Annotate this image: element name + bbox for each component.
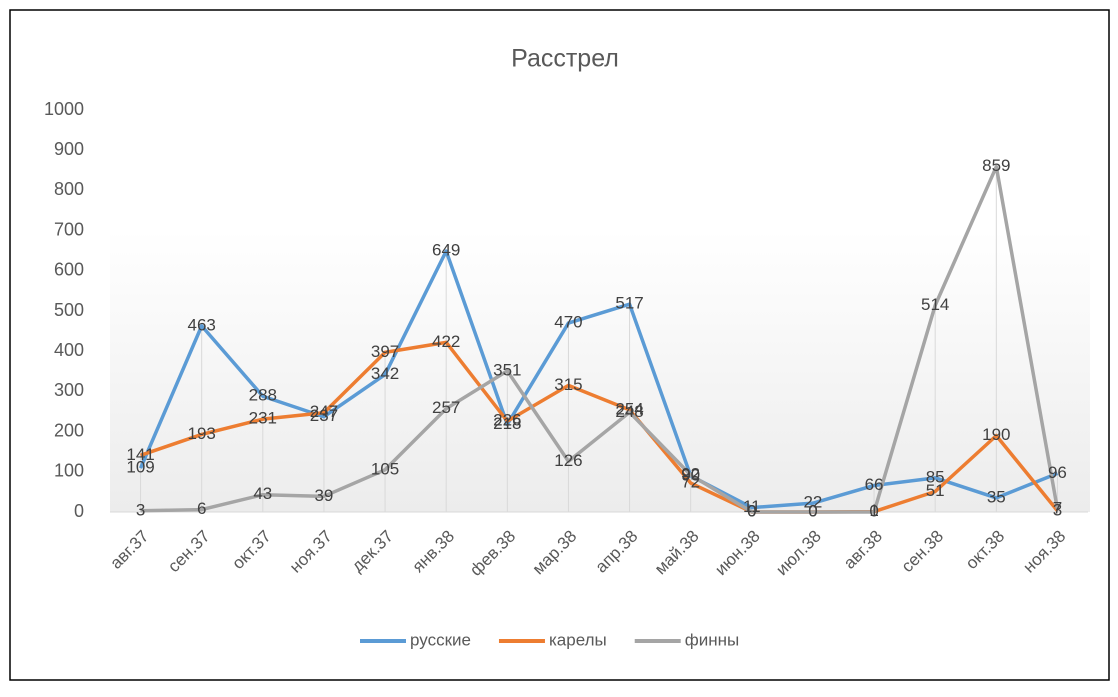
y-tick-label: 600 <box>54 260 84 280</box>
y-tick-label: 200 <box>54 420 84 440</box>
data-label: 237 <box>310 406 338 425</box>
y-tick-label: 0 <box>74 501 84 521</box>
data-label: 649 <box>432 241 460 260</box>
data-label: 288 <box>249 386 277 405</box>
data-label: 193 <box>188 424 216 443</box>
data-label: 463 <box>188 315 216 334</box>
series-line <box>139 340 1059 514</box>
data-label: 109 <box>126 458 154 477</box>
data-label: 231 <box>249 409 277 428</box>
legend-label: русские <box>410 630 471 649</box>
data-label: 342 <box>371 364 399 383</box>
legend-label: карелы <box>549 630 607 649</box>
y-tick-label: 400 <box>54 340 84 360</box>
data-label: 190 <box>982 425 1010 444</box>
data-label: 72 <box>681 473 700 492</box>
data-label: 517 <box>615 294 643 313</box>
data-label: 90 <box>681 465 700 484</box>
chart-title: Расстрел <box>511 45 619 73</box>
data-label: 422 <box>432 332 460 351</box>
data-label: 39 <box>314 486 333 505</box>
data-label: 3 <box>136 500 145 519</box>
data-label: 85 <box>926 467 945 486</box>
data-label: 257 <box>432 398 460 417</box>
y-tick-label: 900 <box>54 139 84 159</box>
legend-label: финны <box>685 630 739 649</box>
data-label: 0 <box>747 501 756 520</box>
data-label: 218 <box>493 414 521 433</box>
data-label: 51 <box>926 481 945 500</box>
data-label: 226 <box>493 411 521 430</box>
data-label: 3 <box>1053 500 1062 519</box>
series-line <box>140 164 1060 514</box>
data-label: 248 <box>615 402 643 421</box>
data-label: 315 <box>554 375 582 394</box>
data-label: 66 <box>865 475 884 494</box>
y-tick-label: 500 <box>54 300 84 320</box>
data-label: 859 <box>982 156 1010 175</box>
data-label: 92 <box>681 465 700 484</box>
y-tick-label: 1000 <box>44 99 84 119</box>
data-label: 470 <box>554 313 582 332</box>
data-label: 351 <box>493 360 521 379</box>
data-label: 0 <box>808 501 817 520</box>
data-label: 126 <box>554 451 582 470</box>
y-tick-label: 700 <box>54 219 84 239</box>
y-tick-label: 100 <box>54 461 84 481</box>
data-label: 11 <box>743 497 761 516</box>
data-label: 35 <box>987 487 1006 506</box>
data-label: 397 <box>371 342 399 361</box>
data-label: 254 <box>615 399 643 418</box>
data-label: 141 <box>126 445 154 464</box>
data-label: 247 <box>310 402 338 421</box>
y-tick-label: 800 <box>54 179 84 199</box>
y-tick-label: 300 <box>54 380 84 400</box>
data-label: 7 <box>1053 499 1062 518</box>
data-label: 0 <box>747 501 756 520</box>
plot-background <box>110 230 1090 512</box>
data-label: 96 <box>1048 463 1067 482</box>
data-label: 22 <box>803 493 822 512</box>
data-label: 0 <box>808 501 817 520</box>
series-line <box>138 249 1059 510</box>
data-label: 6 <box>197 499 206 518</box>
data-label: 105 <box>371 459 399 478</box>
data-label: 514 <box>921 295 949 314</box>
data-label: 1 <box>869 501 878 520</box>
data-label: 43 <box>253 484 272 503</box>
data-label: 0 <box>869 501 878 520</box>
